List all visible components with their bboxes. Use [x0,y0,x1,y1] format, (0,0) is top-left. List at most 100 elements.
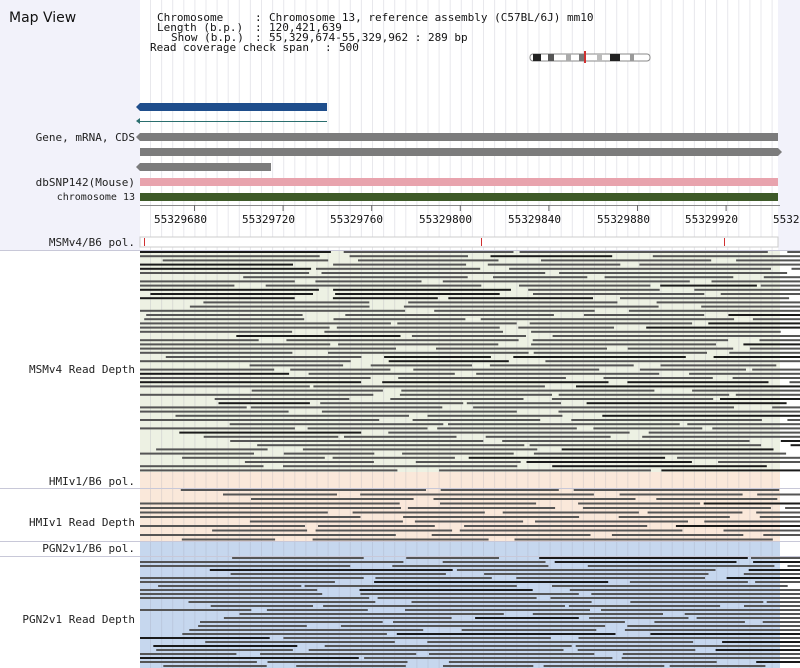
read-alignment[interactable] [790,444,800,447]
read-alignment[interactable] [603,377,713,379]
read-alignment[interactable] [397,322,517,325]
read-alignment[interactable] [429,653,595,655]
read-alignment[interactable] [561,448,774,451]
read-alignment[interactable] [466,402,561,405]
read-alignment[interactable] [140,326,330,329]
read-alignment[interactable] [140,507,401,509]
gene-bar-2[interactable] [140,133,778,141]
read-alignment[interactable] [388,360,509,363]
read-alignment[interactable] [443,665,534,667]
read-alignment[interactable] [756,511,800,514]
read-alignment[interactable] [203,435,339,438]
read-alignment[interactable] [308,372,455,375]
read-alignment[interactable] [526,461,692,463]
read-alignment[interactable] [646,326,800,329]
read-alignment[interactable] [403,305,659,308]
read-alignment[interactable] [388,431,630,434]
read-alignment[interactable] [439,469,651,472]
read-alignment[interactable] [140,343,331,346]
read-alignment[interactable] [677,456,800,459]
read-alignment[interactable] [735,393,800,396]
read-alignment[interactable] [639,368,746,371]
track-label-pgn-depth[interactable]: PGN2v1 Read Depth [22,613,135,626]
read-alignment[interactable] [485,435,611,438]
read-alignment[interactable] [583,314,705,316]
read-alignment[interactable] [464,525,648,527]
read-alignment[interactable] [340,625,606,627]
read-alignment[interactable] [267,661,408,663]
msm-pol-variant[interactable] [481,238,482,246]
read-alignment[interactable] [335,293,500,295]
read-alignment[interactable] [332,297,438,300]
read-alignment[interactable] [375,577,492,579]
read-alignment[interactable] [729,351,800,354]
read-alignment[interactable] [251,498,414,500]
read-alignment[interactable] [405,609,590,611]
read-alignment[interactable] [312,538,489,541]
pgn-reads[interactable] [140,557,800,667]
read-alignment[interactable] [624,629,800,631]
read-alignment[interactable] [748,569,800,571]
read-alignment[interactable] [140,534,396,536]
read-alignment[interactable] [140,597,370,599]
read-alignment[interactable] [336,326,500,329]
read-alignment[interactable] [604,276,734,279]
read-alignment[interactable] [333,318,466,321]
read-alignment[interactable] [528,288,660,291]
read-alignment[interactable] [140,360,351,363]
read-alignment[interactable] [519,284,651,287]
read-alignment[interactable] [229,423,444,426]
track-label-msm-pol[interactable]: MSMv4/B6 pol. [48,236,135,249]
read-alignment[interactable] [266,609,368,611]
read-alignment[interactable] [752,318,800,321]
read-alignment[interactable] [554,561,737,563]
read-alignment[interactable] [660,284,757,287]
gene-bar-4[interactable] [140,163,271,171]
read-alignment[interactable] [687,423,800,426]
read-alignment[interactable] [140,309,406,312]
read-alignment[interactable] [642,435,800,438]
read-alignment[interactable] [578,637,800,639]
read-alignment[interactable] [618,516,730,518]
read-alignment[interactable] [212,529,308,532]
read-alignment[interactable] [785,507,800,509]
msm-pol-strip[interactable] [139,236,779,248]
read-alignment[interactable] [573,489,780,491]
read-alignment[interactable] [296,665,406,667]
read-alignment[interactable] [502,511,639,514]
read-alignment[interactable] [586,402,787,405]
read-alignment[interactable] [433,498,636,500]
read-alignment[interactable] [345,314,554,316]
read-alignment[interactable] [552,465,767,468]
read-alignment[interactable] [218,402,310,405]
read-alignment[interactable] [760,284,800,287]
read-alignment[interactable] [744,605,800,607]
read-alignment[interactable] [519,251,768,253]
track-label-msm-depth[interactable]: MSMv4 Read Depth [29,363,135,376]
read-alignment[interactable] [427,414,563,417]
read-alignment[interactable] [140,381,362,384]
read-alignment[interactable] [182,633,387,635]
read-alignment[interactable] [390,398,524,400]
read-alignment[interactable] [552,335,800,337]
read-alignment[interactable] [283,452,375,455]
read-alignment[interactable] [286,339,519,342]
read-alignment[interactable] [165,356,362,358]
read-alignment[interactable] [440,502,537,505]
read-alignment[interactable] [787,565,800,567]
read-alignment[interactable] [140,502,400,505]
read-alignment[interactable] [715,649,800,651]
read-alignment[interactable] [552,585,788,587]
msm-pol-variant[interactable] [724,238,725,246]
read-alignment[interactable] [140,419,380,421]
read-alignment[interactable] [232,557,364,559]
read-alignment[interactable] [415,461,521,463]
read-alignment[interactable] [647,511,743,514]
msm-reads[interactable] [140,251,800,472]
read-alignment[interactable] [513,356,686,358]
read-alignment[interactable] [140,347,396,350]
read-alignment[interactable] [140,263,293,266]
read-alignment[interactable] [333,288,511,291]
read-alignment[interactable] [627,625,800,627]
